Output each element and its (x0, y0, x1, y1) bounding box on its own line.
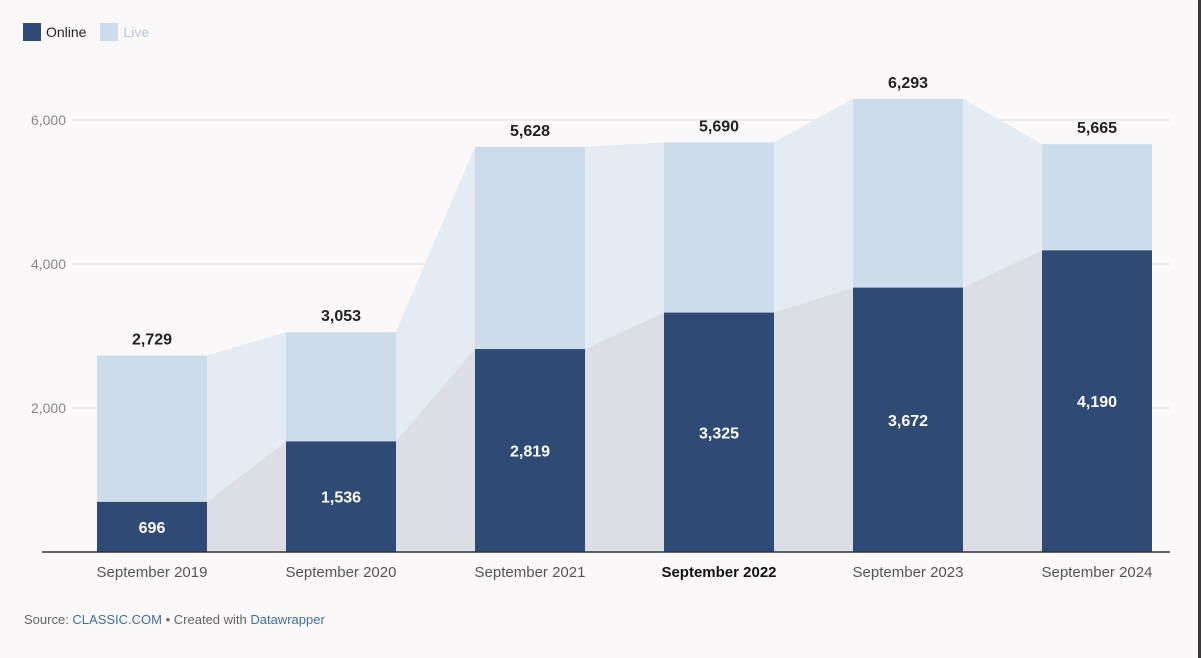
bar-online (97, 501, 207, 552)
label-layer: 2,729 696 3,053 1,536 5,628 2,819 5,690 3,325 6,… (132, 75, 1117, 537)
online-label: 3,672 (888, 413, 928, 430)
legend-swatch-online (23, 23, 41, 41)
area-live-connector (396, 146, 475, 442)
bar-online (664, 312, 774, 552)
x-tick-label: September 2021 (475, 564, 586, 581)
online-label: 696 (139, 520, 166, 537)
online-label: 2,819 (510, 444, 550, 461)
bar-online (853, 287, 963, 552)
area-online-connector (963, 250, 1042, 552)
source-prefix: Source: (24, 612, 73, 627)
axis-layer: September 2019 September 2020 September 20… (42, 551, 1170, 581)
created-with-text: • Created with (162, 612, 251, 627)
x-tick-label: September 2019 (97, 564, 208, 581)
bar-layer (97, 98, 1152, 552)
area-live-connector (963, 98, 1042, 288)
online-label: 4,190 (1077, 394, 1117, 411)
bar-live (475, 146, 585, 350)
footer: Source: CLASSIC.COM • Created with Dataw… (24, 612, 325, 627)
bar-live (286, 332, 396, 442)
datawrapper-link[interactable]: Datawrapper (250, 612, 325, 627)
total-label: 3,053 (321, 308, 361, 325)
total-label: 6,293 (888, 75, 928, 92)
total-label: 5,628 (510, 123, 550, 140)
source-link[interactable]: CLASSIC.COM (72, 612, 162, 627)
legend-item-online: Online (23, 23, 86, 41)
area-layer (207, 98, 1042, 552)
online-label: 1,536 (321, 490, 361, 507)
y-tick-label: 4,000 (31, 256, 66, 272)
legend-swatch-live (100, 23, 119, 41)
y-tick-label: 6,000 (31, 112, 66, 128)
x-tick-label: September 2023 (853, 564, 964, 581)
area-online-connector (585, 312, 664, 552)
legend-item-live: Live (100, 23, 149, 41)
bar-online (1042, 250, 1152, 552)
y-tick-label: 2,000 (31, 400, 66, 416)
frame-edge (1198, 0, 1201, 658)
area-online-connector (207, 441, 286, 552)
bar-online (475, 349, 585, 552)
bar-live (853, 98, 963, 288)
online-label: 3,325 (699, 425, 739, 442)
bar-live (1042, 144, 1152, 251)
x-tick-label: September 2022 (661, 564, 776, 581)
bar-online (286, 441, 396, 552)
total-label: 2,729 (132, 332, 172, 349)
bar-live (97, 355, 207, 502)
x-tick-label: September 2020 (286, 564, 397, 581)
area-online-connector (774, 287, 853, 552)
total-label: 5,690 (699, 118, 739, 135)
area-online-connector (396, 349, 475, 552)
area-live-connector (585, 142, 664, 350)
legend-label-online: Online (46, 24, 87, 40)
legend: Online Live (23, 23, 163, 41)
total-label: 5,665 (1077, 120, 1117, 137)
area-live-connector (774, 98, 853, 313)
legend-label-live: Live (123, 24, 150, 40)
x-tick-label: September 2024 (1042, 564, 1153, 581)
area-live-connector (207, 332, 286, 502)
bar-live (664, 142, 774, 313)
